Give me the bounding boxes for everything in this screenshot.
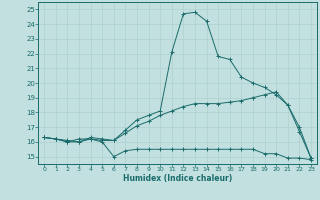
- X-axis label: Humidex (Indice chaleur): Humidex (Indice chaleur): [123, 174, 232, 183]
